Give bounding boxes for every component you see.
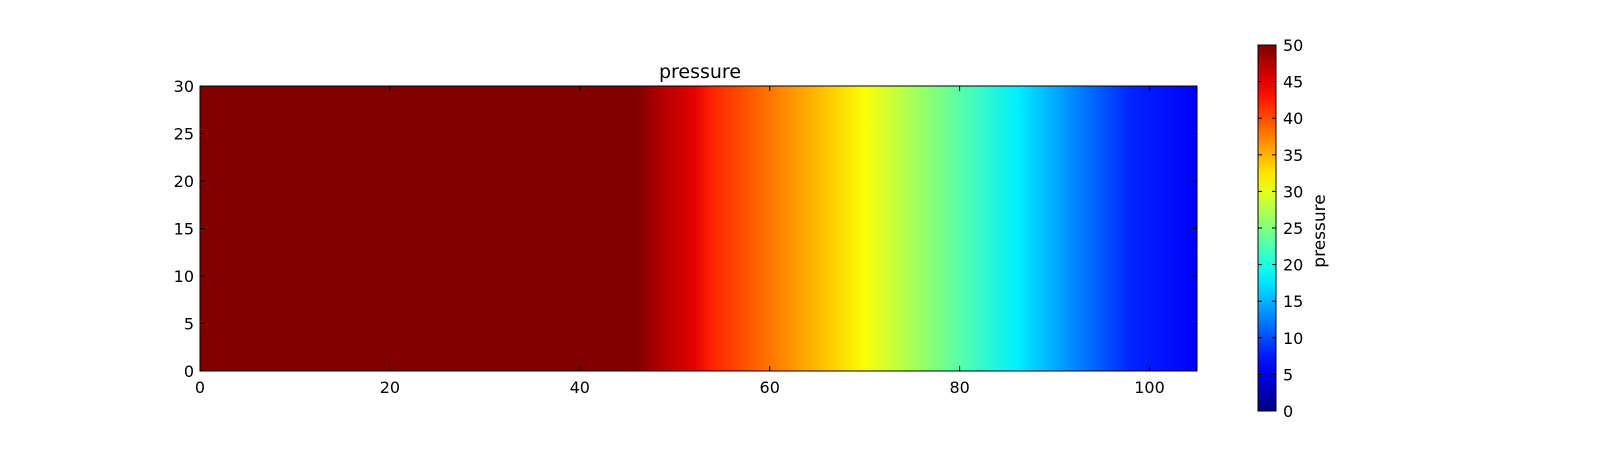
x-tick-label: 100 [1134,378,1165,397]
x-tick-label: 40 [570,378,590,397]
colorbar-tick-label: 50 [1283,36,1303,55]
plot-area [199,85,1198,372]
colorbar-tick-label: 30 [1283,182,1303,201]
x-tick-label: 80 [949,378,969,397]
y-tick-label: 25 [174,125,194,144]
colorbar-tick-label: 40 [1283,109,1303,128]
colorbar-tick-label: 35 [1283,146,1303,165]
colorbar-tick-label: 0 [1283,402,1293,421]
colorbar-tick-label: 15 [1283,292,1303,311]
y-tick-label: 15 [174,220,194,239]
x-axis: 0 20 40 60 80 100 [195,86,1165,397]
y-tick-label: 30 [174,77,194,96]
x-tick-label: 20 [380,378,400,397]
y-tick-label: 5 [184,315,194,334]
colorbar-ticks: 0 5 10 15 20 25 30 35 40 45 50 [1258,36,1303,421]
heatmap-field [200,86,1197,371]
y-tick-label: 0 [184,362,194,381]
y-axis: 0 5 10 15 20 25 30 [174,77,1197,381]
colorbar-tick-label: 5 [1283,365,1293,384]
x-tick-label: 60 [760,378,780,397]
colorbar-label: pressure [1310,194,1330,267]
colorbar-tick-label: 10 [1283,329,1303,348]
colorbar: 0 5 10 15 20 25 30 35 40 45 50 pressure [1257,36,1330,421]
y-tick-label: 10 [174,267,194,286]
colorbar-tick-label: 45 [1283,73,1303,92]
colorbar-tick-label: 25 [1283,219,1303,238]
y-tick-label: 20 [174,172,194,191]
chart-title: pressure [659,61,741,83]
x-tick-label: 0 [195,378,205,397]
colorbar-tick-label: 20 [1283,256,1303,275]
